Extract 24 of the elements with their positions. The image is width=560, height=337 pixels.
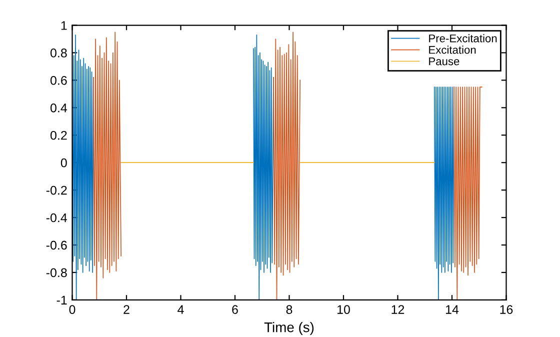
y-tick-label: -0.8 <box>46 268 67 278</box>
legend-label: Pre-Excitation <box>429 34 497 42</box>
legend-label: Pause <box>429 58 460 66</box>
x-tick-label: 6 <box>232 305 238 314</box>
y-tick-label: -0.6 <box>46 240 67 250</box>
legend-label: Excitation <box>429 46 476 54</box>
x-tick-label: 16 <box>500 305 513 314</box>
x-tick-label: 2 <box>124 305 130 314</box>
x-tick-label: 8 <box>286 305 292 314</box>
x-axis-title: Time (s) <box>264 322 314 335</box>
x-tick-label: 10 <box>337 305 350 314</box>
y-tick-label: -0.2 <box>46 186 67 195</box>
y-tick-label: -0.4 <box>46 213 68 222</box>
y-tick-label: 1 <box>61 21 67 30</box>
x-tick-label: 12 <box>392 305 404 314</box>
y-tick-label: 0.4 <box>50 103 68 112</box>
x-tick-label: 0 <box>69 305 76 314</box>
y-tick-label: 0.6 <box>50 76 67 85</box>
y-tick-label: 0.8 <box>50 48 67 58</box>
x-tick-label: 14 <box>446 305 459 314</box>
y-tick-label: -1 <box>56 296 67 304</box>
y-tick-label: 0.2 <box>50 130 67 140</box>
y-tick-label: 0 <box>60 158 67 168</box>
x-tick-label: 4 <box>178 305 184 314</box>
